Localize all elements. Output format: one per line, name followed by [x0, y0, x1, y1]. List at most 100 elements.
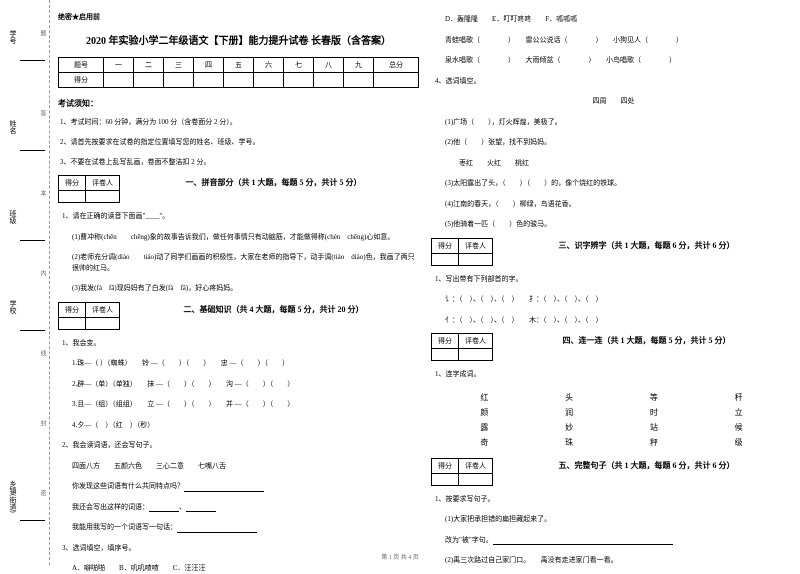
s2-q1r3: 4.夕—（ ）（红 ）（秒） [72, 420, 419, 431]
s5-q1b: 改为"被"字句。 [445, 535, 792, 546]
rt-q4r5: (5)他骑着一匹（ ）色的骏马。 [445, 219, 792, 230]
s2-q1r0: 1.珠—（ ）（蜘蛛） 铃 —（ ）（ ） 忠 —（ ）（ ） [72, 358, 419, 369]
sb2-c1: 得分 [59, 302, 86, 317]
rt-q4: 4、选词填空。 [435, 76, 792, 87]
score-table: 题号 一 二 三 四 五 六 七 八 九 总分 得分 [58, 57, 419, 88]
score-value-row: 得分 [59, 73, 419, 88]
s1-q1b: (2)老师充分调(diào tiáo)动了同学们画画的积极性，大家在老师的指导下… [72, 252, 419, 273]
s2-q1: 1、我会变。 [62, 338, 419, 349]
s2-q2a: 四面八方 五颜六色 三心二意 七嘴八舌 [72, 461, 419, 472]
s3-q1: 1、写出带有下列部首的字。 [435, 274, 792, 285]
binding-field-class [20, 240, 45, 241]
page-footer: 第 1 页 共 4 页 [0, 552, 800, 561]
score-h7: 七 [284, 58, 314, 73]
notice-1: 1、考试时间：60 分钟，满分为 100 分（含卷面分 2 分）。 [60, 117, 419, 127]
exam-title: 2020 年实验小学二年级语文【下册】能力提升试卷 长春版（含答案） [58, 32, 419, 47]
s2-q2d: 我能用我写的一个词语写一句话： [72, 522, 419, 533]
binding-field-name [20, 150, 45, 151]
section-1-title: 一、拼音部分（共 1 大题，每题 5 分，共计 5 分） [128, 177, 419, 188]
scorebox-2: 得分评卷人 [58, 302, 120, 330]
mg-9: 妙 [536, 422, 603, 433]
binding-label-name: 姓名 [8, 120, 18, 134]
binding-label-school: 学校 [8, 300, 18, 314]
mg-8: 露 [451, 422, 518, 433]
section-2-title: 二、基础知识（共 4 大题，每题 5 分，共计 20 分） [128, 304, 419, 315]
rt-q4r0: (1)广场（ ），灯火辉煌，美极了。 [445, 117, 792, 128]
rt-q4a: 四周 四处 [435, 96, 792, 107]
s1-q1: 1、请在正确的读音下面画"____"。 [62, 211, 419, 222]
rt-q4r2: 枣红 火红 桃红 [445, 158, 792, 169]
score-row-label: 得分 [59, 73, 104, 88]
rt-q4r1: (2)他（ ）张望，找不到妈妈。 [445, 137, 792, 148]
seal-char-7: 密 [38, 490, 47, 496]
score-header-row: 题号 一 二 三 四 五 六 七 八 九 总分 [59, 58, 419, 73]
section-2-header: 得分评卷人 二、基础知识（共 4 大题，每题 5 分，共计 20 分） [58, 302, 419, 330]
page-content: 绝密★启用前 2020 年实验小学二年级语文【下册】能力提升试卷 长春版（含答案… [50, 0, 800, 565]
binding-label-town: 乡镇(街道) [8, 480, 18, 513]
s2-q1r1: 2.辟—（单）（单独） 抹 —（ ）（ ） 沟 —（ ）（ ） [72, 379, 419, 390]
sb5-c1: 得分 [432, 458, 459, 473]
mg-2: 等 [621, 392, 688, 403]
s5-q1a: (1)大家把承担错的扁担藏起来了。 [445, 514, 792, 525]
section-4-title: 四、连一连（共 1 大题，每题 5 分，共计 5 分） [501, 335, 792, 346]
mg-5: 润 [536, 407, 603, 418]
mg-15: 级 [705, 437, 772, 448]
secret-label: 绝密★启用前 [58, 12, 419, 22]
mg-4: 颜 [451, 407, 518, 418]
section-1-header: 得分评卷人 一、拼音部分（共 1 大题，每题 5 分，共计 5 分） [58, 175, 419, 203]
s4-q1: 1、连字成词。 [435, 369, 792, 380]
scorebox-5: 得分评卷人 [431, 458, 493, 486]
score-h8: 八 [314, 58, 344, 73]
binding-label-class: 班级 [8, 210, 18, 224]
s1-q1c: (3)我发(fà fā)现妈妈有了白发(fà fā)，好心疼妈妈。 [72, 283, 419, 294]
seal-char-3: 本 [38, 190, 47, 196]
sb3-c1: 得分 [432, 238, 459, 253]
mg-0: 红 [451, 392, 518, 403]
sb1-c1: 得分 [59, 176, 86, 191]
binding-field-id [20, 60, 45, 61]
score-h6: 六 [254, 58, 284, 73]
s2-q2: 2、我会读词语，还会写句子。 [62, 440, 419, 451]
s3-q1b: 亻：（ ）、（ ）、（ ） 木：（ ）、（ ）、（ ） [445, 315, 792, 326]
section-5-title: 五、完整句子（共 1 大题，每题 6 分，共计 6 分） [501, 460, 792, 471]
notice-3: 3、不要在试卷上乱写乱画，卷面不整洁扣 2 分。 [60, 157, 419, 167]
notice-2: 2、请首先按要求在试卷的指定位置填写您的姓名、班级、学号。 [60, 137, 419, 147]
rt-line0: D．轰隆隆 E．叮叮咚咚 F．呱呱呱 [445, 14, 792, 25]
score-h2: 二 [134, 58, 164, 73]
mg-13: 珠 [536, 437, 603, 448]
score-h5: 五 [224, 58, 254, 73]
mg-12: 奇 [451, 437, 518, 448]
sb3-c2: 评卷人 [459, 238, 493, 253]
score-h9: 九 [344, 58, 374, 73]
rt-q4r3: (3)太阳露出了头，（ ）（ ）的，像个烧红的铁球。 [445, 178, 792, 189]
mg-11: 候 [705, 422, 772, 433]
mg-6: 时 [621, 407, 688, 418]
rt-q4r4: (4)江南的春天，（ ）柳绿，鸟语花香。 [445, 199, 792, 210]
binding-field-school [20, 330, 45, 331]
mg-10: 站 [621, 422, 688, 433]
s5-q1: 1、按要求写句子。 [435, 494, 792, 505]
section-5-header: 得分评卷人 五、完整句子（共 1 大题，每题 6 分，共计 6 分） [431, 458, 792, 486]
score-h10: 总分 [374, 58, 419, 73]
sb4-c1: 得分 [432, 334, 459, 349]
binding-label-id: 学号 [8, 30, 18, 44]
mg-3: 秆 [705, 392, 772, 403]
scorebox-1: 得分评卷人 [58, 175, 120, 203]
mg-7: 立 [705, 407, 772, 418]
rt-line2: 泉水唱歌（ ） 大雨倾盆（ ） 小鸟唱歌（ ） [445, 55, 792, 66]
s2-q2c: 我还会写出这样的词语：、 [72, 502, 419, 513]
seal-char-2: 答 [38, 110, 47, 116]
binding-margin: 学号 姓名 班级 学校 乡镇(街道) 题 答 本 内 线 封 密 [0, 0, 50, 565]
score-h0: 题号 [59, 58, 104, 73]
seal-char-5: 线 [38, 350, 47, 356]
score-h4: 四 [194, 58, 224, 73]
scorebox-4: 得分评卷人 [431, 333, 493, 361]
left-column: 绝密★启用前 2020 年实验小学二年级语文【下册】能力提升试卷 长春版（含答案… [58, 12, 419, 557]
right-column: D．轰隆隆 E．叮叮咚咚 F．呱呱呱 青蛙唱歌（ ） 雷公公说话（ ） 小狗见人… [431, 12, 792, 557]
sb1-c2: 评卷人 [86, 176, 120, 191]
seal-char-1: 题 [38, 30, 47, 36]
match-grid: 红 头 等 秆 颜 润 时 立 露 妙 站 候 奇 珠 秤 级 [451, 392, 772, 448]
s1-q1a: (1)曹冲称(chēn chēng)象的故事告诉我们，做任何事情只有动脑筋，才能… [72, 232, 419, 243]
notice-title: 考试须知： [58, 98, 419, 109]
sb4-c2: 评卷人 [459, 334, 493, 349]
